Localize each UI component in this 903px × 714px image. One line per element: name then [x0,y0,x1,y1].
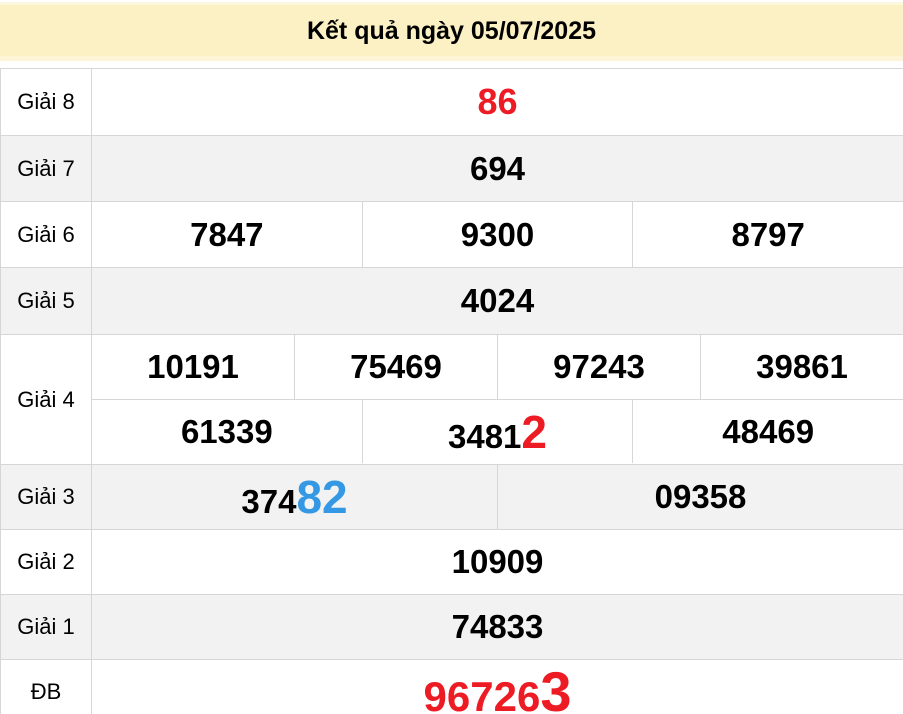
prize-value-cell: 86 [92,69,903,135]
prize-number-segment: 82 [296,471,348,523]
prize-number-segment: 3 [540,660,572,714]
prize-values: 10191 75469 97243 39861 61339 34812 48469 [92,335,903,464]
prize-value-cell: 9300 [361,202,633,267]
prize-line: 61339 34812 48469 [92,399,903,463]
prize-label: Giải 3 [1,465,92,529]
prize-number-segment: 4024 [460,282,535,319]
prize-values: 694 [92,136,903,201]
prize-label: Giải 1 [1,595,92,659]
prize-number-segment: 74833 [451,608,544,645]
results-title: Kết quả ngày 05/07/2025 [306,17,597,45]
prize-value-cell: 37482 [92,465,497,529]
prize-values: 7847 9300 8797 [92,202,903,267]
prize-number-segment: 61339 [180,413,273,450]
prize-value-cell: 967263 [92,660,903,714]
prize-line: 694 [92,136,903,201]
prize-value-cell: 8797 [632,202,903,267]
prize-number-segment: 7847 [190,216,264,253]
prize-number-segment: 3481 [448,418,522,455]
prize-line: 7847 9300 8797 [92,202,903,267]
prize-values: 4024 [92,268,903,334]
prize-label: Giải 7 [1,136,92,201]
prize-number-segment: 86 [477,81,518,122]
prize-value-cell: 48469 [632,400,903,463]
prize-value-cell: 97243 [497,335,700,399]
prize-value-cell: 7847 [92,202,362,267]
prize-row-giai-6: Giải 6 7847 9300 8797 [1,202,903,268]
prize-values: 37482 09358 [92,465,903,529]
prize-label: Giải 5 [1,268,92,334]
prize-row-giai-5: Giải 5 4024 [1,268,903,335]
prize-label: Giải 2 [1,530,92,594]
prize-row-db: ĐB 967263 [1,660,903,714]
prize-number-segment: 97243 [553,348,645,385]
prize-row-giai-1: Giải 1 74833 [1,595,903,660]
prize-value-cell: 694 [92,136,903,201]
prize-number-segment: 39861 [756,348,848,385]
prize-values: 10909 [92,530,903,594]
prize-number-segment: 10191 [147,348,239,385]
prize-value-cell: 74833 [92,595,903,659]
prize-value-cell: 61339 [92,400,362,463]
prize-values: 967263 [92,660,903,714]
prize-number-segment: 9300 [460,216,535,253]
prize-value-cell: 75469 [294,335,497,399]
prize-row-giai-3: Giải 3 37482 09358 [1,465,903,530]
prize-number-segment: 374 [241,483,297,520]
prize-line: 10909 [92,530,903,594]
prize-line: 74833 [92,595,903,659]
prize-number-segment: 8797 [731,216,805,253]
prize-number-segment: 48469 [722,413,815,450]
prize-number-segment: 96726 [423,673,541,714]
results-table: Giải 8 86 Giải 7 694 Giải 6 7847 9300 8797 Giải … [0,68,903,714]
prize-label: Giải 4 [1,335,92,464]
prize-value-cell: 34812 [361,400,633,463]
prize-number-segment: 694 [469,150,526,187]
prize-line: 37482 09358 [92,465,903,529]
prize-row-giai-7: Giải 7 694 [1,136,903,202]
prize-row-giai-8: Giải 8 86 [1,69,903,136]
prize-value-cell: 39861 [700,335,903,399]
prize-label: Giải 8 [1,69,92,135]
prize-line: 86 [92,69,903,135]
prize-number-segment: 09358 [654,478,747,515]
prize-value-cell: 09358 [497,465,903,529]
prize-line: 967263 [92,660,903,714]
prize-number-segment: 2 [521,406,548,458]
prize-row-giai-4: Giải 4 10191 75469 97243 39861 61339 34812 4846… [1,335,903,465]
prize-number-segment: 75469 [350,348,442,385]
prize-label: ĐB [1,660,92,714]
prize-value-cell: 10191 [92,335,294,399]
results-header: Kết quả ngày 05/07/2025 [0,2,903,61]
prize-values: 74833 [92,595,903,659]
prize-number-segment: 10909 [451,543,544,580]
prize-line: 4024 [92,268,903,334]
prize-values: 86 [92,69,903,135]
prize-row-giai-2: Giải 2 10909 [1,530,903,595]
prize-label: Giải 6 [1,202,92,267]
prize-line: 10191 75469 97243 39861 [92,335,903,399]
prize-value-cell: 4024 [92,268,903,334]
prize-value-cell: 10909 [92,530,903,594]
